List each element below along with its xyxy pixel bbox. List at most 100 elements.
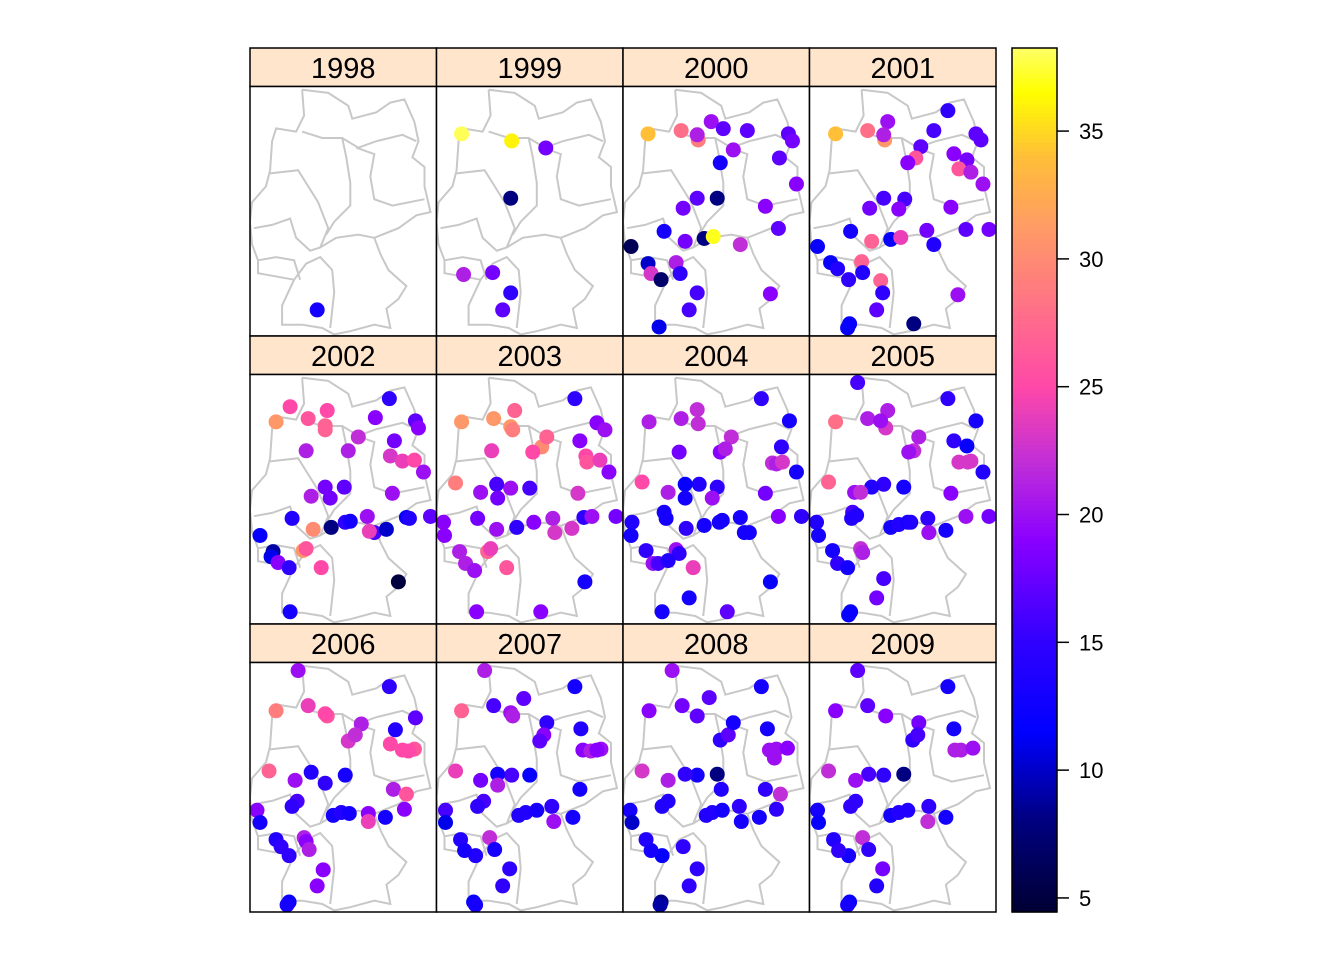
station-point (953, 742, 969, 758)
station-point (873, 273, 889, 289)
colorbar-segment (1012, 56, 1057, 62)
country-border (809, 88, 992, 336)
station-point (317, 775, 333, 791)
colorbar-segment (1012, 691, 1057, 697)
panel-title: 1998 (311, 53, 376, 85)
state-border (269, 457, 330, 536)
colorbar-segment (1012, 397, 1057, 403)
station-point (410, 420, 426, 436)
colorbar-segment (1012, 104, 1057, 110)
station-point (660, 484, 676, 500)
station-point (850, 375, 866, 391)
station-point (467, 563, 483, 579)
station-point (903, 514, 919, 530)
colorbar-segment (1012, 721, 1057, 727)
station-point (660, 553, 676, 569)
station-point (623, 527, 639, 543)
colorbar-segment (1012, 877, 1057, 883)
panel-2000: 2000 (622, 47, 811, 337)
colorbar-segment (1012, 760, 1057, 766)
station-point (733, 814, 749, 830)
colorbar-segment (1012, 272, 1057, 278)
station-point (809, 514, 825, 530)
colorbar-segment (1012, 320, 1057, 326)
colorbar-segment (1012, 510, 1057, 516)
colorbar-segment (1012, 808, 1057, 814)
colorbar-segment (1012, 147, 1057, 153)
state-border (444, 256, 488, 280)
station-point (938, 809, 954, 825)
station-point (751, 809, 767, 825)
colorbar-segment (1012, 151, 1057, 157)
station-point (943, 199, 959, 215)
state-border (444, 544, 488, 568)
station-point (940, 679, 956, 695)
colorbar-segment (1012, 91, 1057, 97)
station-point (880, 114, 896, 130)
colorbar-segment (1012, 860, 1057, 866)
state-border (642, 169, 703, 248)
station-point (938, 522, 954, 538)
station-point (623, 239, 639, 255)
colorbar-segment (1012, 816, 1057, 822)
station-point (673, 123, 689, 139)
colorbar-segment (1012, 471, 1057, 477)
station-point (573, 721, 589, 737)
station-point (303, 488, 319, 504)
station-point (677, 233, 693, 249)
state-border (444, 832, 488, 856)
colorbar-segment (1012, 549, 1057, 555)
station-point (643, 843, 659, 859)
station-point (677, 490, 693, 506)
station-point (572, 433, 588, 449)
panel-1998: 1998 (249, 47, 438, 337)
colorbar-segment (1012, 868, 1057, 874)
station-point (282, 604, 298, 620)
station-point (689, 127, 705, 143)
station-point (504, 133, 520, 149)
colorbar-segment (1012, 622, 1057, 628)
station-point (714, 512, 730, 528)
colorbar-segment (1012, 644, 1057, 650)
colorbar-segment (1012, 428, 1057, 434)
colorbar-segment (1012, 354, 1057, 360)
colorbar-segment (1012, 579, 1057, 585)
station-point (577, 574, 593, 590)
station-point (545, 510, 561, 526)
colorbar-segment (1012, 480, 1057, 485)
station-point (981, 221, 996, 237)
colorbar-tick-label: 25 (1079, 375, 1103, 400)
station-point (896, 766, 912, 782)
country-border (250, 376, 432, 624)
station-point (482, 830, 498, 846)
state-border (257, 832, 302, 856)
basemap (623, 376, 805, 624)
colorbar-segment (1012, 855, 1057, 861)
colorbar-segment (1012, 605, 1057, 611)
colorbar-segment (1012, 514, 1057, 520)
station-point (522, 767, 538, 783)
station-point (341, 805, 357, 821)
station-point (973, 132, 989, 148)
station-point (367, 410, 383, 426)
station-point (965, 740, 981, 756)
state-border (630, 256, 675, 280)
panel-2002: 2002 (249, 335, 438, 625)
station-point (753, 679, 769, 695)
station-point (305, 521, 321, 537)
station-point (768, 801, 784, 817)
station-point (828, 126, 844, 142)
station-point (503, 190, 519, 206)
station-point (300, 698, 316, 714)
colorbar-segment (1012, 410, 1057, 416)
country-border (623, 88, 805, 336)
colorbar-segment (1012, 285, 1057, 291)
station-point (849, 507, 865, 523)
colorbar-segment (1012, 259, 1057, 265)
colorbar-segment (1012, 557, 1057, 563)
country-border (436, 664, 619, 912)
colorbar-segment (1012, 294, 1057, 300)
station-point (946, 721, 962, 737)
colorbar-segment (1012, 842, 1057, 848)
station-point (336, 479, 352, 495)
